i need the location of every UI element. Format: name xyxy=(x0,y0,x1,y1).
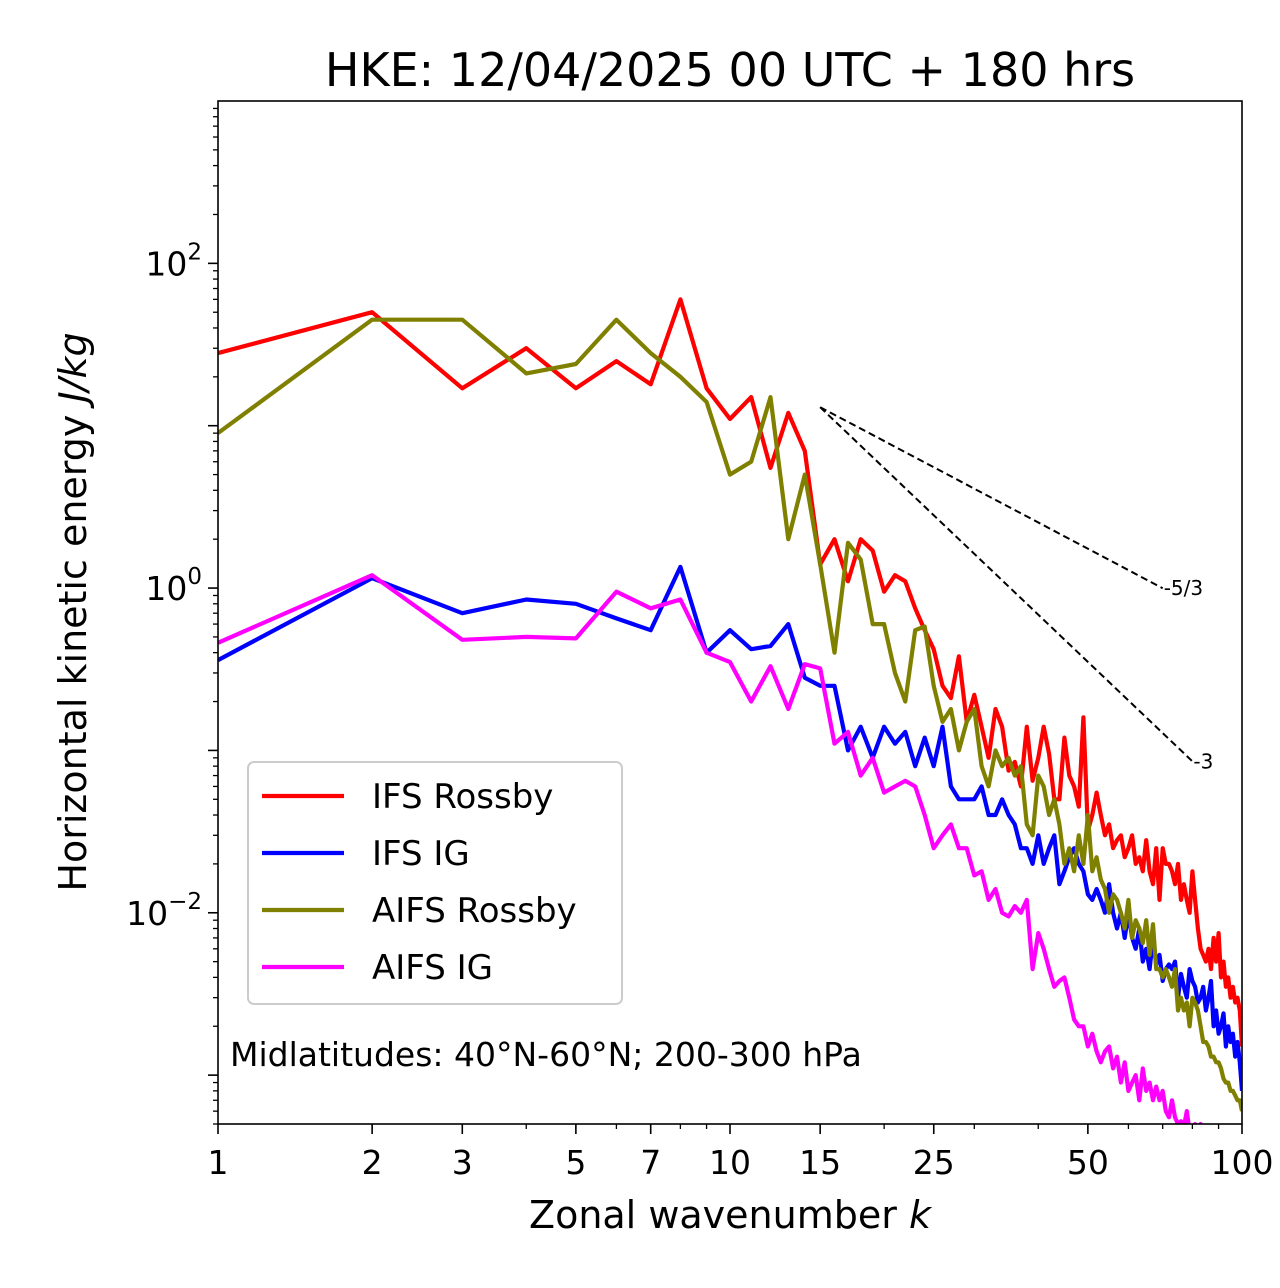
legend-label-aifs-ig: AIFS IG xyxy=(372,948,493,988)
x-tick-label: 10 xyxy=(709,1143,751,1182)
reference-line-5-3 xyxy=(819,406,1164,590)
y-axis: 102 100 10−2 xyxy=(126,107,218,1125)
y-tick-label: 100 xyxy=(145,564,202,608)
series-line-aifs-ig xyxy=(218,573,1203,1124)
legend-box xyxy=(247,761,623,1005)
x-axis-label-var: k xyxy=(909,1193,933,1237)
y-tick-label: 102 xyxy=(145,239,202,283)
legend-label-aifs-rossby: AIFS Rossby xyxy=(372,891,577,931)
x-tick-label: 25 xyxy=(913,1143,955,1182)
x-tick-label: 7 xyxy=(640,1143,661,1182)
y-axis-label-text: Horizontal kinetic energy xyxy=(51,415,95,892)
x-tick-label: 1 xyxy=(208,1143,229,1182)
y-tick-label: 10−2 xyxy=(126,889,202,933)
x-tick-label: 50 xyxy=(1067,1143,1109,1182)
chart-title: HKE: 12/04/2025 00 UTC + 180 hrs xyxy=(325,43,1135,97)
x-tick-label: 100 xyxy=(1211,1143,1274,1182)
series-layer xyxy=(218,297,1242,1124)
y-axis-label-units: J/kg xyxy=(51,332,95,409)
series-line-ifs-ig xyxy=(218,564,1242,1092)
x-tick-label: 3 xyxy=(452,1143,473,1182)
x-tick-label: 5 xyxy=(565,1143,586,1182)
series-line-aifs-rossby xyxy=(218,317,1242,1112)
legend: IFS Rossby IFS IG AIFS Rossby AIFS IG xyxy=(247,761,623,1005)
x-axis: 1 2 3 5 7 10 15 25 50 100 xyxy=(208,1124,1274,1182)
x-tick-label: 2 xyxy=(362,1143,383,1182)
x-axis-label-text: Zonal wavenumber xyxy=(529,1193,897,1237)
region-annotation: Midlatitudes: 40°N-60°N; 200-300 hPa xyxy=(230,1035,862,1074)
y-axis-label: Horizontal kinetic energy J/kg xyxy=(51,332,95,891)
reference-line-3 xyxy=(819,406,1194,763)
x-axis-label: Zonal wavenumber k xyxy=(529,1193,933,1237)
legend-label-ifs-rossby: IFS Rossby xyxy=(372,777,553,817)
reference-label-3: -3 xyxy=(1193,749,1213,773)
legend-items: IFS Rossby IFS IG AIFS Rossby AIFS IG xyxy=(262,777,577,988)
legend-label-ifs-ig: IFS IG xyxy=(372,834,470,874)
reference-lines: -5/3 -3 xyxy=(819,406,1213,773)
x-tick-label: 15 xyxy=(799,1143,841,1182)
reference-label-5-3: -5/3 xyxy=(1164,576,1203,600)
